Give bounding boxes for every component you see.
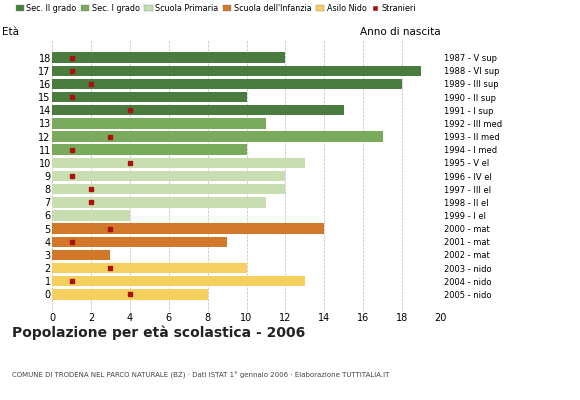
Bar [52,118,266,129]
Bar [52,263,246,273]
Text: Età: Età [2,27,19,37]
Bar [52,171,285,181]
Bar [52,131,383,142]
Text: Anno di nascita: Anno di nascita [360,27,441,37]
Bar [52,158,305,168]
Bar [52,250,110,260]
Bar [52,66,422,76]
Bar [52,210,130,221]
Text: COMUNE DI TRODENA NEL PARCO NATURALE (BZ) · Dati ISTAT 1° gennaio 2006 · Elabora: COMUNE DI TRODENA NEL PARCO NATURALE (BZ… [12,372,389,379]
Text: Popolazione per età scolastica - 2006: Popolazione per età scolastica - 2006 [12,326,305,340]
Bar [52,92,246,102]
Bar [52,184,285,194]
Bar [52,197,266,208]
Bar [52,289,208,300]
Bar [52,52,285,63]
Bar [52,223,324,234]
Bar [52,276,305,286]
Bar [52,79,402,89]
Bar [52,144,246,155]
Bar [52,236,227,247]
Legend: Sec. II grado, Sec. I grado, Scuola Primaria, Scuola dell'Infanzia, Asilo Nido, : Sec. II grado, Sec. I grado, Scuola Prim… [16,4,416,13]
Bar [52,105,343,116]
